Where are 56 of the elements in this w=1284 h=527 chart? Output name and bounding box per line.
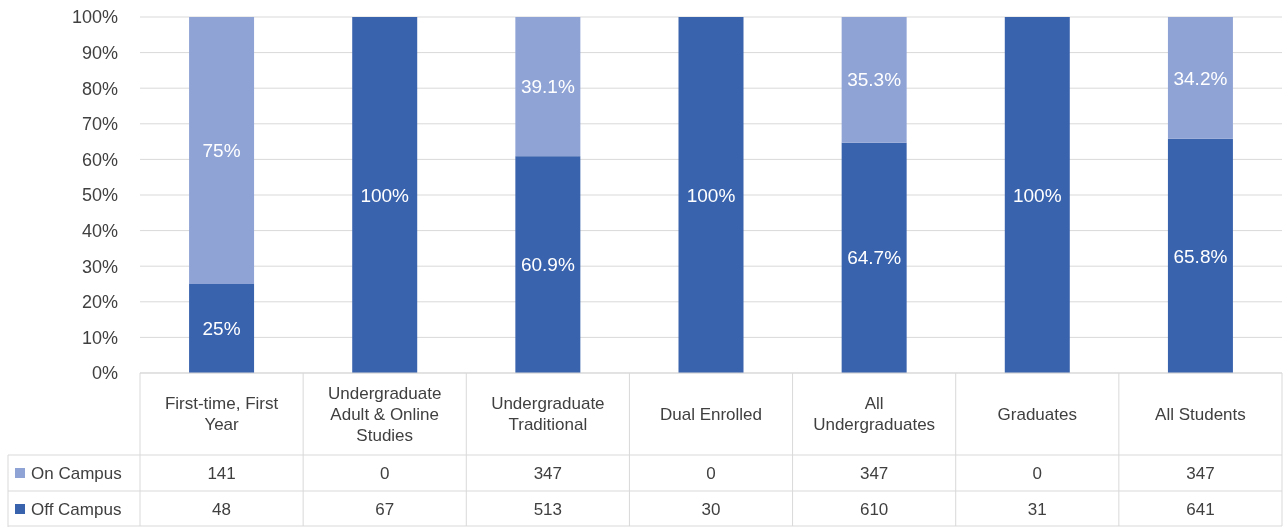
text: 141 — [207, 463, 236, 483]
x-tick-label: All Undergraduates — [813, 394, 936, 435]
bar — [515, 156, 581, 373]
data-label: 75% — [202, 140, 241, 162]
data-label: 34.2% — [1173, 67, 1228, 89]
text: 347 — [859, 463, 889, 483]
y-tick-label: 20% — [81, 292, 118, 313]
y-tick-label: 50% — [81, 185, 118, 206]
y-tick-label: 40% — [81, 220, 118, 241]
bar — [1167, 17, 1233, 139]
bar — [841, 142, 907, 373]
x-tick-label: All Students — [1155, 404, 1246, 424]
text: 30 — [701, 499, 721, 519]
data-label: 100% — [1012, 184, 1062, 206]
data-label: 64.7% — [847, 247, 902, 269]
text: 48 — [212, 499, 232, 519]
text: 0 — [1032, 463, 1043, 483]
text: 67 — [375, 499, 395, 519]
bar — [189, 17, 255, 284]
text: 347 — [1186, 463, 1215, 483]
text: 31 — [1027, 499, 1047, 519]
x-tick-label: Undergraduate Traditional — [491, 394, 605, 435]
data-label: 25% — [202, 318, 241, 340]
text: 513 — [533, 499, 563, 519]
text: 610 — [859, 499, 889, 519]
data-label: 39.1% — [520, 76, 575, 98]
data-label: 65.8% — [1173, 245, 1228, 267]
legend-label: On Campus — [31, 463, 122, 483]
bar — [678, 17, 744, 373]
bar — [352, 17, 418, 373]
legend-label: Off Campus — [31, 499, 122, 519]
y-tick-label: 70% — [81, 114, 118, 135]
bar — [841, 17, 907, 143]
data-label: 100% — [686, 184, 736, 206]
data-label: 60.9% — [520, 254, 575, 276]
x-tick-label: Graduates — [997, 404, 1077, 424]
bar — [189, 284, 255, 373]
text: 641 — [1186, 499, 1215, 519]
y-tick-label: 0% — [91, 363, 118, 384]
y-tick-label: 100% — [71, 7, 118, 28]
y-tick-label: 90% — [81, 42, 118, 63]
data-label: 35.3% — [847, 69, 902, 91]
data-label: 100% — [360, 184, 410, 206]
bar — [515, 17, 581, 157]
bar — [1167, 138, 1233, 373]
y-tick-label: 10% — [81, 327, 118, 348]
x-tick-label: Dual Enrolled — [659, 404, 763, 424]
text: 347 — [533, 463, 563, 483]
y-tick-label: 60% — [81, 149, 118, 170]
text: 0 — [379, 463, 390, 483]
text: 0 — [706, 463, 716, 483]
x-tick-label: First-time, First Year — [164, 394, 279, 435]
bar — [1004, 17, 1070, 373]
x-tick-label: Undergraduate Adult & Online Studies — [328, 383, 442, 445]
y-tick-label: 30% — [81, 256, 118, 277]
y-tick-label: 80% — [81, 78, 118, 99]
